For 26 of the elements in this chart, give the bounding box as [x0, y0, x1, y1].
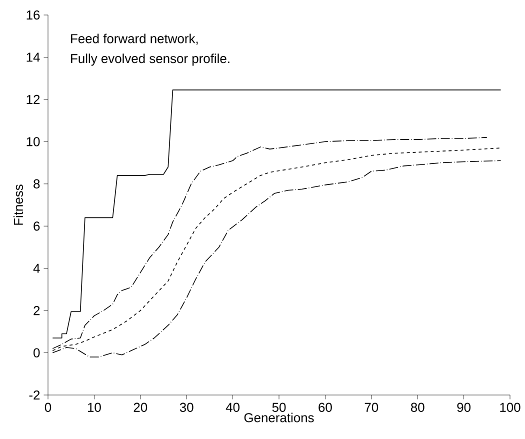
x-tick-label: 30: [180, 402, 194, 412]
y-tick-label: -2: [29, 390, 40, 400]
line-series: [52, 90, 502, 338]
x-tick-label: 70: [364, 402, 378, 412]
y-tick-label: 14: [26, 52, 40, 62]
y-tick-label: 10: [26, 137, 40, 146]
y-tick-label: 0: [34, 348, 40, 358]
y-axis-title: Fitness: [13, 184, 23, 225]
y-tick-label: 16: [26, 10, 40, 20]
x-tick-label: 50: [272, 402, 286, 412]
y-tick-label: 4: [33, 264, 40, 273]
annotation: Feed forward network,: [71, 34, 198, 45]
x-tick-label: 0: [44, 402, 52, 412]
y-tick-label: 8: [34, 179, 40, 188]
y-tick-label: 12: [26, 94, 40, 104]
x-tick-label: 90: [457, 402, 471, 412]
x-tick-label: 80: [410, 402, 424, 412]
x-axis-title: Generations: [244, 412, 314, 422]
x-tick-label: 100: [500, 402, 520, 412]
y-tick-label: 6: [34, 222, 40, 231]
x-tick-label: 20: [134, 402, 148, 412]
x-tick-label: 10: [88, 402, 101, 412]
y-tick-label: 2: [34, 306, 40, 316]
annotation: Fully evolved sensor profile.: [71, 54, 230, 66]
x-tick-label: 40: [226, 402, 240, 412]
x-tick-label: 60: [318, 402, 332, 412]
